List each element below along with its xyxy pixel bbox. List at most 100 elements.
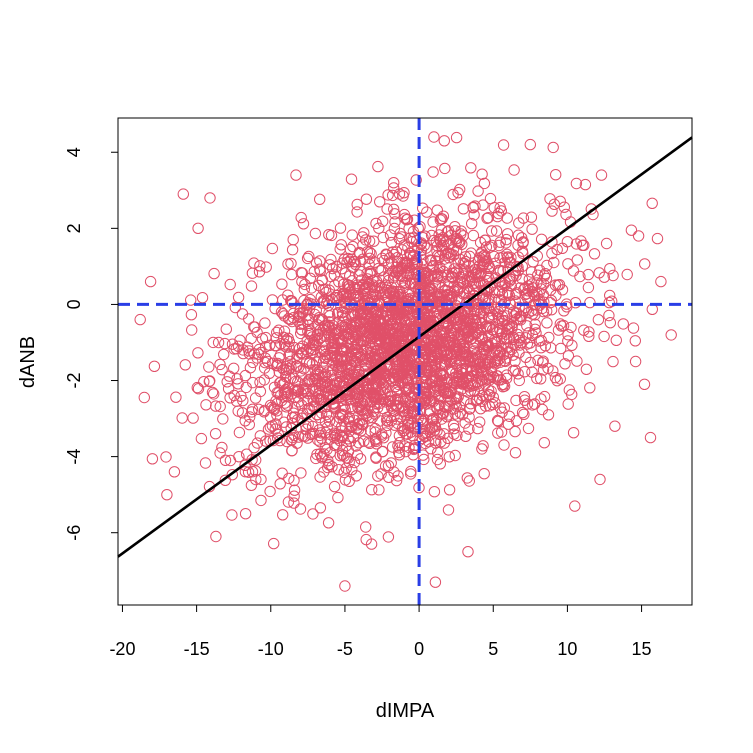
data-point (465, 247, 477, 259)
data-point (347, 431, 360, 443)
data-point (600, 237, 613, 250)
data-point (493, 239, 505, 252)
data-point (214, 447, 226, 459)
data-point (317, 283, 329, 296)
data-point (388, 203, 400, 216)
data-point (454, 355, 466, 367)
data-point (494, 347, 506, 359)
data-point (223, 370, 236, 382)
data-point (358, 227, 370, 239)
data-point (463, 411, 475, 423)
data-point (373, 484, 385, 496)
data-point (436, 407, 448, 420)
data-point (496, 378, 508, 391)
data-point (473, 276, 485, 288)
data-point (548, 198, 560, 211)
data-point (420, 398, 432, 410)
data-point (370, 452, 382, 464)
data-point (368, 348, 381, 361)
data-point (255, 473, 267, 486)
data-point (454, 236, 466, 248)
data-point (313, 424, 325, 436)
data-point (285, 422, 297, 435)
data-point (374, 415, 386, 427)
data-point (364, 437, 376, 449)
data-point (343, 328, 355, 340)
data-point (449, 408, 461, 420)
data-point (501, 228, 514, 240)
data-point (498, 439, 510, 451)
data-point (312, 335, 324, 347)
data-point (363, 380, 375, 392)
data-point (325, 229, 338, 242)
data-point (388, 177, 400, 189)
y-tick-label: -6 (64, 525, 84, 541)
data-point (417, 449, 429, 461)
x-tick-label: 5 (488, 639, 498, 659)
data-point (326, 341, 338, 354)
data-point (562, 335, 574, 347)
data-point (449, 225, 461, 237)
data-point (264, 421, 276, 433)
data-point (549, 371, 562, 384)
data-point (566, 339, 578, 351)
points-layer (134, 131, 677, 592)
data-point (522, 422, 535, 435)
data-point (415, 237, 428, 249)
data-point (421, 317, 433, 329)
data-point (524, 138, 536, 151)
data-point (247, 356, 259, 369)
data-point (176, 412, 188, 424)
data-point (428, 386, 440, 399)
data-point (249, 392, 262, 404)
data-point (168, 466, 181, 478)
data-point (418, 239, 430, 252)
y-tick-label: 2 (64, 223, 84, 233)
data-point (429, 364, 441, 377)
data-point (375, 328, 387, 340)
data-point (525, 341, 537, 354)
data-point (298, 283, 310, 296)
data-point (483, 389, 496, 401)
data-point (382, 321, 394, 333)
data-point (467, 300, 479, 313)
data-point (259, 317, 271, 329)
data-point (485, 365, 498, 377)
data-point (219, 337, 231, 350)
data-point (542, 409, 555, 421)
data-point (214, 400, 226, 413)
data-point (331, 432, 344, 445)
data-point (513, 347, 525, 359)
data-point (646, 197, 658, 210)
data-point (494, 402, 507, 414)
data-point (239, 459, 251, 471)
data-point (434, 233, 446, 246)
data-point (567, 427, 580, 439)
x-tick-label: 10 (557, 639, 577, 659)
data-point (386, 189, 399, 202)
data-point (504, 297, 516, 309)
data-point (417, 415, 429, 427)
data-point (595, 169, 608, 181)
data-point (451, 393, 463, 405)
data-point (610, 334, 622, 346)
data-point (301, 252, 314, 265)
data-point (409, 344, 422, 357)
data-point (314, 411, 326, 424)
data-point (210, 400, 222, 412)
data-point (266, 242, 279, 255)
data-point (452, 302, 464, 315)
data-point (480, 320, 493, 333)
data-point (465, 162, 477, 174)
data-point (467, 353, 480, 366)
data-point (177, 188, 190, 200)
data-point (161, 489, 173, 501)
data-point (507, 317, 519, 329)
data-point (334, 243, 346, 255)
data-point (288, 484, 301, 496)
data-point (192, 383, 205, 395)
data-point (482, 270, 494, 283)
data-point (204, 375, 216, 387)
data-point (273, 352, 285, 364)
data-point (476, 395, 488, 407)
